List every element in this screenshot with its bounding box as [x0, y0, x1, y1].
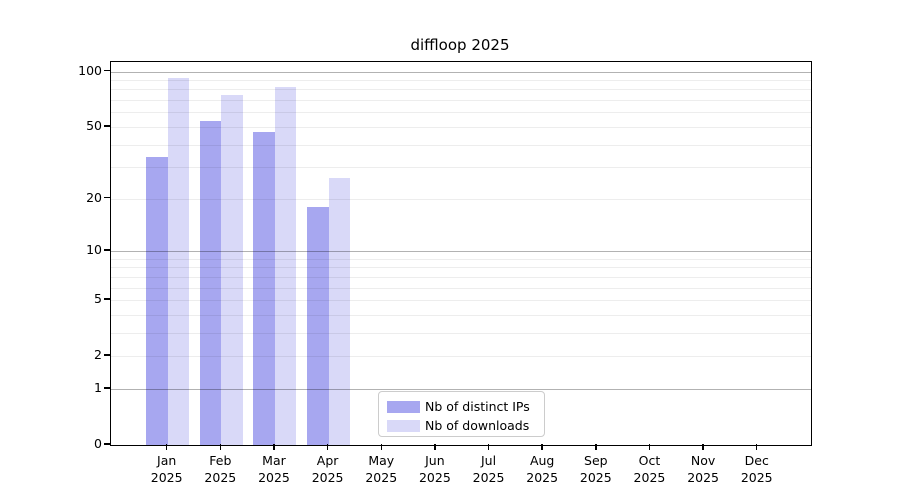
x-tick-mark — [166, 444, 168, 450]
y-tick-mark — [104, 69, 110, 72]
x-tick-month: Oct — [638, 453, 661, 468]
y-tick-label: 50 — [86, 117, 102, 133]
minor-gridline — [111, 89, 811, 91]
legend: Nb of distinct IPs Nb of downloads — [378, 391, 545, 437]
x-tick-month: Mar — [262, 453, 286, 468]
x-tick-mark — [434, 444, 436, 450]
x-tick-year: 2025 — [365, 469, 398, 485]
x-tick-label-jan: Jan 2025 — [137, 453, 197, 486]
x-tick-mark — [219, 444, 222, 450]
y-tick-label: 5 — [94, 291, 102, 307]
x-tick-month: Dec — [744, 453, 769, 468]
x-tick-year: 2025 — [740, 469, 773, 485]
x-tick-mark — [541, 444, 543, 450]
minor-gridline — [111, 267, 811, 269]
x-tick-year: 2025 — [579, 469, 612, 485]
x-tick-label-sep: Sep 2025 — [566, 453, 626, 486]
bar-distinct-ips-jan — [146, 157, 168, 445]
x-tick-month: Jun — [425, 453, 445, 468]
x-tick-year: 2025 — [150, 469, 183, 485]
y-tick-mark — [104, 443, 110, 445]
y-tick-label: 100 — [78, 62, 102, 78]
x-tick-year: 2025 — [204, 469, 237, 485]
legend-swatch-distinct-ips-icon — [387, 400, 420, 413]
x-tick-month: Nov — [690, 453, 716, 468]
x-tick-month: Apr — [316, 453, 339, 468]
x-tick-year: 2025 — [526, 469, 559, 485]
minor-gridline — [111, 144, 811, 146]
minor-gridline — [111, 258, 811, 260]
chart-title: diffloop 2025 — [410, 36, 510, 54]
minor-gridline — [111, 276, 811, 278]
x-tick-label-apr: Apr 2025 — [298, 453, 358, 486]
major-gridline — [111, 250, 811, 253]
x-tick-year: 2025 — [311, 469, 344, 485]
y-tick-mark — [104, 196, 110, 199]
y-tick-label: 10 — [86, 241, 102, 257]
minor-gridline — [111, 198, 811, 200]
bar-downloads-apr — [328, 178, 351, 445]
y-tick-label: 2 — [94, 347, 102, 363]
legend-swatch-downloads-icon — [387, 419, 420, 432]
bar-downloads-mar — [274, 86, 297, 445]
x-tick-mark — [380, 444, 382, 450]
y-tick-mark — [104, 249, 110, 251]
legend-label-distinct-ips: Nb of distinct IPs — [425, 399, 530, 414]
x-tick-label-mar: Mar 2025 — [244, 453, 304, 486]
minor-gridline — [111, 332, 811, 334]
x-tick-month: Aug — [529, 453, 555, 468]
major-gridline — [111, 71, 811, 73]
y-tick-label: 0 — [94, 436, 102, 451]
minor-gridline — [111, 167, 811, 169]
x-tick-year: 2025 — [633, 469, 666, 485]
x-tick-mark — [756, 444, 758, 450]
plot-area — [110, 61, 812, 446]
x-tick-mark — [487, 444, 490, 450]
minor-gridline — [111, 356, 811, 358]
y-tick-label: 20 — [86, 189, 102, 205]
x-tick-label-jul: Jul 2025 — [459, 453, 519, 486]
minor-gridline — [111, 112, 811, 114]
x-tick-month: May — [368, 453, 395, 468]
y-tick-label: 1 — [94, 379, 102, 395]
legend-label-downloads: Nb of downloads — [425, 418, 530, 433]
x-tick-label-may: May 2025 — [351, 453, 411, 486]
minor-gridline — [111, 287, 811, 289]
x-tick-month: Jul — [480, 453, 497, 468]
x-tick-mark — [326, 444, 329, 450]
minor-gridline — [111, 314, 811, 316]
bar-downloads-feb — [221, 94, 243, 445]
x-tick-mark — [648, 444, 651, 450]
y-tick-mark — [104, 354, 110, 356]
major-gridline — [111, 388, 811, 391]
minor-gridline — [111, 100, 811, 102]
x-tick-label-aug: Aug 2025 — [512, 453, 572, 486]
x-tick-month: Sep — [584, 453, 608, 468]
x-tick-year: 2025 — [472, 469, 505, 485]
x-tick-label-dec: Dec 2025 — [727, 453, 787, 486]
x-tick-mark — [595, 444, 597, 450]
y-tick-mark — [104, 125, 110, 127]
bar-distinct-ips-feb — [199, 120, 222, 445]
x-tick-year: 2025 — [258, 469, 290, 485]
minor-gridline — [111, 300, 811, 302]
bar-distinct-ips-mar — [253, 131, 275, 445]
x-tick-mark — [702, 444, 704, 450]
x-tick-label-jun: Jun 2025 — [405, 453, 465, 486]
minor-gridline — [111, 80, 811, 82]
x-tick-mark — [273, 444, 275, 450]
x-tick-month: Jan — [157, 453, 177, 468]
bar-downloads-jan — [167, 78, 190, 445]
x-tick-year: 2025 — [418, 469, 451, 485]
x-tick-month: Feb — [209, 453, 232, 468]
y-tick-mark — [104, 387, 110, 389]
bar-distinct-ips-apr — [307, 206, 329, 445]
x-tick-label-oct: Oct 2025 — [619, 453, 679, 486]
minor-gridline — [111, 126, 811, 128]
x-tick-year: 2025 — [687, 469, 719, 485]
y-tick-mark — [104, 298, 110, 300]
x-tick-label-feb: Feb 2025 — [190, 453, 250, 486]
x-tick-label-nov: Nov 2025 — [673, 453, 733, 486]
